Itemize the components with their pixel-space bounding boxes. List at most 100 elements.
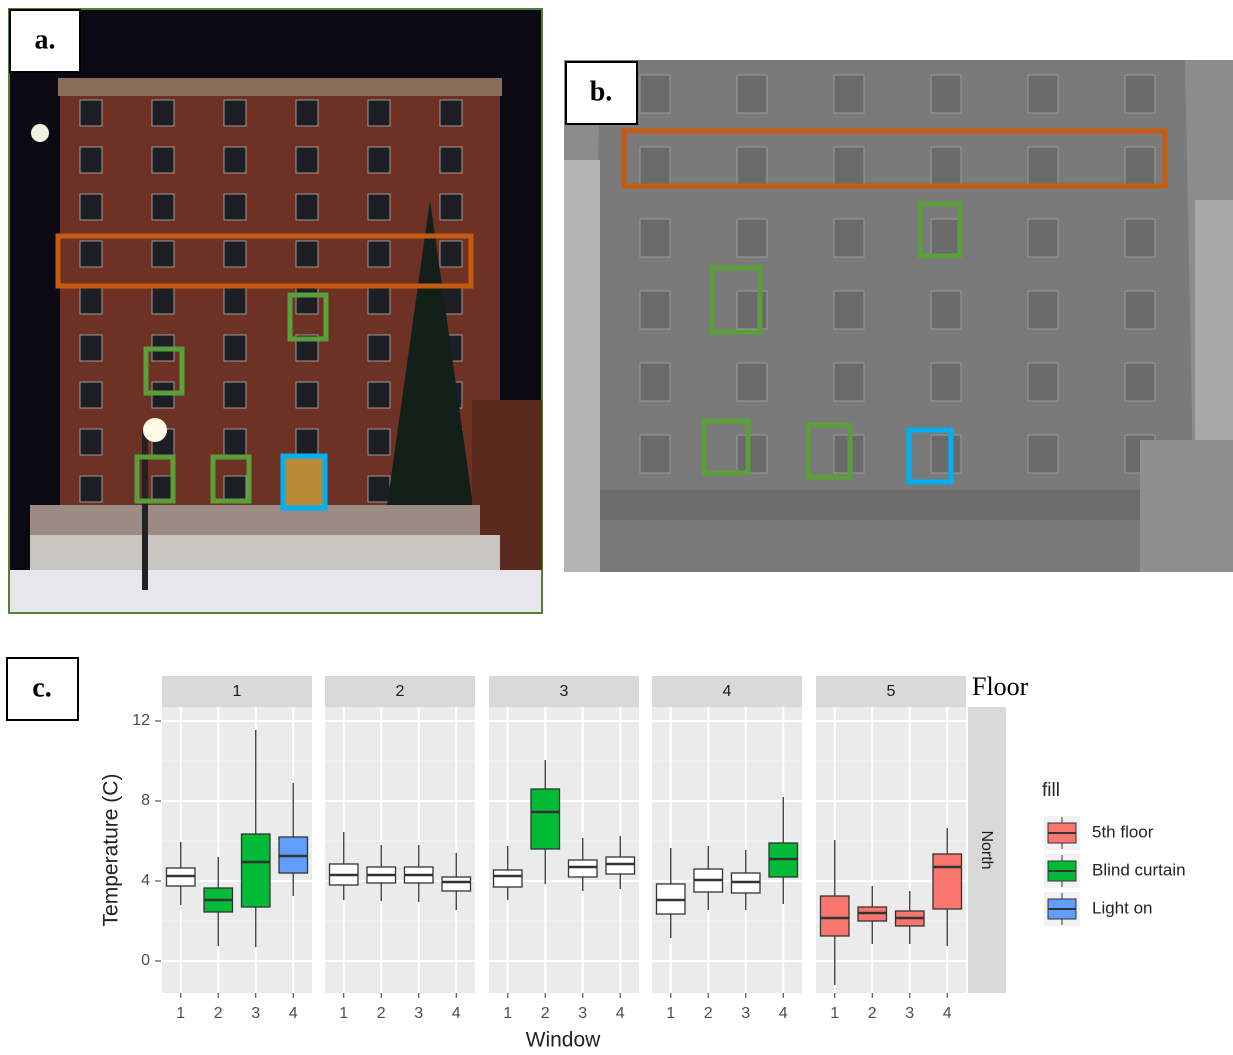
panel-label-box [6, 657, 79, 721]
window [367, 193, 391, 221]
window [930, 362, 962, 402]
window [639, 290, 671, 330]
window [223, 146, 247, 174]
window [1027, 290, 1059, 330]
window [1124, 362, 1156, 402]
window [439, 240, 463, 268]
x-tick-label: 1 [339, 1005, 348, 1022]
panel-label-box [9, 9, 81, 73]
panel-bg [816, 707, 966, 993]
window [79, 287, 103, 315]
x-tick-label: 3 [251, 1005, 260, 1022]
window [439, 193, 463, 221]
window [79, 99, 103, 127]
strip [652, 676, 802, 707]
window [930, 218, 962, 258]
window [1027, 362, 1059, 402]
window [223, 240, 247, 268]
box [530, 788, 561, 850]
facet-label: 5 [887, 683, 896, 700]
window [295, 99, 319, 127]
strip [162, 676, 312, 707]
strip [325, 676, 475, 707]
window [930, 74, 962, 114]
window [295, 428, 319, 456]
window [439, 146, 463, 174]
x-axis-title: Window [526, 1029, 602, 1052]
window [79, 146, 103, 174]
window [223, 475, 247, 503]
window [79, 381, 103, 409]
panel-label: c. [32, 672, 51, 703]
panel-label: b. [590, 76, 613, 107]
y-tick-label: 8 [141, 792, 150, 809]
row-strip-label: North [978, 830, 995, 869]
window [79, 428, 103, 456]
window [833, 290, 865, 330]
window [295, 287, 319, 315]
window [439, 99, 463, 127]
row-strip [968, 707, 1006, 993]
x-tick-label: 4 [616, 1005, 625, 1022]
window [736, 218, 768, 258]
x-tick-label: 1 [666, 1005, 675, 1022]
window [367, 240, 391, 268]
window [736, 74, 768, 114]
window [295, 240, 319, 268]
window [639, 434, 671, 474]
x-tick-label: 4 [943, 1005, 952, 1022]
x-tick-label: 2 [704, 1005, 713, 1022]
panel-bg [325, 707, 475, 993]
window [930, 290, 962, 330]
box [492, 869, 523, 888]
window [367, 287, 391, 315]
x-tick-label: 3 [905, 1005, 914, 1022]
strip [489, 676, 639, 707]
window [1027, 434, 1059, 474]
window [151, 240, 175, 268]
window [295, 381, 319, 409]
window [151, 193, 175, 221]
y-tick-label: 12 [132, 712, 150, 729]
window [1124, 146, 1156, 186]
x-tick-label: 4 [452, 1005, 461, 1022]
photo-b [564, 60, 1233, 572]
x-tick-label: 2 [214, 1005, 223, 1022]
window [367, 475, 391, 503]
x-tick-label: 2 [868, 1005, 877, 1022]
window [1027, 74, 1059, 114]
window [639, 146, 671, 186]
window [79, 193, 103, 221]
x-tick-label: 1 [503, 1005, 512, 1022]
legend-label: 5th floor [1092, 822, 1154, 841]
legend-label: Light on [1092, 898, 1153, 917]
window [223, 193, 247, 221]
box [932, 853, 963, 910]
window [223, 99, 247, 127]
window [223, 381, 247, 409]
window [639, 74, 671, 114]
photo-a [8, 8, 543, 614]
facet-label: 1 [233, 683, 242, 700]
window [833, 218, 865, 258]
window [1124, 74, 1156, 114]
window [295, 146, 319, 174]
box [240, 833, 271, 908]
x-tick-label: 1 [176, 1005, 185, 1022]
legend-label: Blind curtain [1092, 860, 1186, 879]
window [79, 334, 103, 362]
window [833, 362, 865, 402]
x-tick-label: 2 [541, 1005, 550, 1022]
x-tick-label: 3 [741, 1005, 750, 1022]
window [367, 428, 391, 456]
window [367, 381, 391, 409]
x-tick-label: 3 [578, 1005, 587, 1022]
window [367, 334, 391, 362]
panel-label-box [565, 61, 638, 125]
y-tick-label: 4 [141, 872, 150, 889]
window [833, 74, 865, 114]
window [1124, 290, 1156, 330]
facet-title: Floor [972, 672, 1029, 701]
